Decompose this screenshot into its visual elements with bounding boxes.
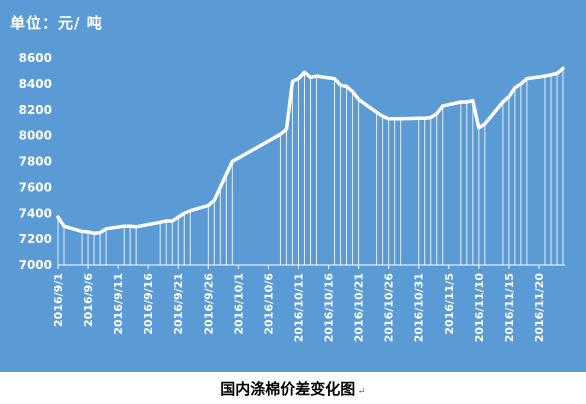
y-axis-unit-label: 单位：元/ 吨 (10, 14, 103, 32)
figure-caption: 国内涤棉价差变化图 ↵ (0, 378, 586, 399)
x-tick-label: 2016/11/5 (443, 273, 456, 335)
x-tick-label: 2016/9/21 (172, 273, 185, 335)
y-tick-label: 7400 (19, 206, 52, 220)
y-tick-label: 8000 (19, 129, 52, 143)
x-tick-label: 2016/10/26 (383, 273, 396, 343)
x-tick-label: 2016/10/1 (232, 273, 245, 335)
x-tick-label: 2016/11/15 (503, 273, 516, 342)
figure-caption-text: 国内涤棉价差变化图 (220, 380, 356, 398)
y-tick-label: 8200 (19, 103, 52, 117)
x-tick-label: 2016/10/16 (323, 273, 336, 343)
x-tick-label: 2016/11/20 (533, 273, 546, 343)
price-spread-chart: 7000 7200 7400 7600 7800 8000 8200 8400 8600 2016… (19, 51, 565, 343)
x-tick-label: 2016/9/26 (202, 273, 215, 335)
paragraph-mark-icon: ↵ (357, 386, 366, 397)
y-tick-label: 7800 (19, 155, 52, 169)
x-tick-label: 2016/10/21 (353, 273, 366, 342)
x-tick-label: 2016/11/10 (473, 273, 486, 343)
x-tick-label: 2016/10/11 (292, 273, 305, 342)
y-tick-label: 8400 (19, 77, 52, 91)
x-tick-label: 2016/10/31 (413, 273, 426, 342)
x-tick-label: 2016/10/6 (262, 273, 275, 335)
series-line (56, 66, 565, 236)
x-tick-label: 2016/9/16 (142, 273, 155, 335)
x-tick-label: 2016/9/11 (112, 273, 125, 335)
y-tick-label: 7600 (19, 180, 52, 194)
y-tick-label: 8600 (19, 51, 52, 65)
x-tick-label: 2016/9/6 (82, 273, 95, 327)
y-tick-label: 7000 (19, 258, 52, 272)
y-tick-label: 7200 (19, 232, 52, 246)
chart-area: 7000 7200 7400 7600 7800 8000 8200 8400 8600 2016… (0, 0, 586, 372)
x-tick-label: 2016/9/1 (52, 273, 65, 327)
